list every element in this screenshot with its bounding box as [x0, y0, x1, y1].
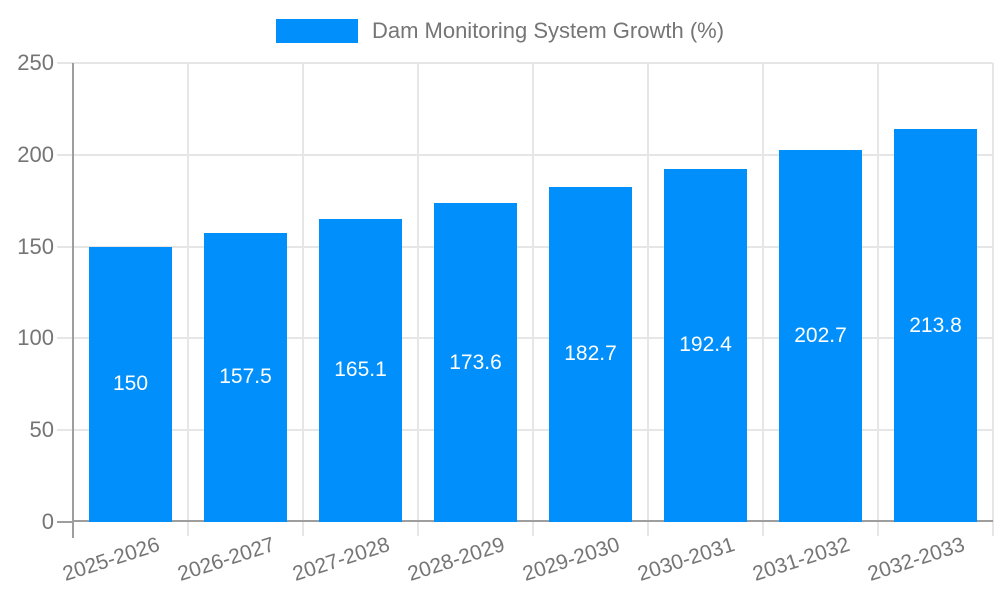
y-tick-label: 200 — [17, 141, 54, 167]
x-gridline — [532, 63, 534, 536]
bar[interactable]: 150 — [89, 246, 172, 522]
y-tick-label: 50 — [29, 417, 54, 443]
bar-value-label: 173.6 — [449, 350, 502, 374]
bar-value-label: 157.5 — [219, 365, 272, 389]
y-tick-label: 0 — [41, 509, 54, 534]
y-tick-label: 100 — [17, 325, 54, 351]
bar[interactable]: 173.6 — [434, 203, 517, 522]
bar-value-label: 192.4 — [679, 333, 732, 357]
plot-area: 0 50 100 150 200 250 150 157.5 165.1 173.6 182.7 19… — [17, 52, 994, 586]
y-tick — [57, 521, 73, 523]
bar[interactable]: 165.1 — [319, 218, 402, 522]
x-gridline — [302, 63, 304, 536]
x-gridline — [992, 63, 994, 536]
bar[interactable]: 157.5 — [204, 232, 287, 522]
x-tick-label: 2028-2029 — [404, 533, 508, 586]
x-tick-label: 2032-2033 — [864, 533, 968, 586]
x-tick-label: 2025-2026 — [59, 533, 163, 586]
bar-value-label: 150 — [112, 372, 149, 396]
y-axis-line — [72, 63, 74, 538]
y-tick-label: 250 — [17, 50, 54, 75]
y-tick — [57, 245, 73, 248]
bar-value-label: 165.1 — [334, 358, 387, 382]
bar[interactable]: 213.8 — [894, 129, 977, 522]
x-tick-label: 2026-2027 — [174, 533, 278, 586]
x-gridline — [417, 63, 419, 536]
bar[interactable]: 182.7 — [549, 186, 632, 522]
chart-legend: Dam Monitoring System Growth (%) — [0, 18, 1000, 44]
bar[interactable]: 192.4 — [664, 168, 747, 522]
x-gridline — [877, 63, 879, 536]
y-tick — [57, 337, 73, 340]
x-tick-label: 2027-2028 — [289, 533, 393, 586]
y-tick — [57, 62, 73, 64]
x-gridline — [647, 63, 649, 536]
x-tick-label: 2029-2030 — [519, 533, 623, 586]
x-tick-label: 2030-2031 — [634, 533, 738, 586]
x-axis-line — [72, 520, 993, 522]
y-tick-label: 150 — [17, 233, 54, 259]
x-tick-label: 2031-2032 — [749, 533, 853, 586]
x-gridline — [762, 63, 764, 536]
bar-value-label: 213.8 — [909, 313, 962, 337]
y-tick — [57, 429, 73, 432]
bar[interactable]: 202.7 — [779, 149, 862, 522]
y-tick — [57, 153, 73, 156]
legend-label: Dam Monitoring System Growth (%) — [371, 18, 725, 43]
legend-swatch-icon — [275, 19, 358, 43]
bar-value-label: 202.7 — [794, 323, 847, 347]
x-gridline — [187, 63, 189, 536]
bar-value-label: 182.7 — [564, 342, 617, 366]
